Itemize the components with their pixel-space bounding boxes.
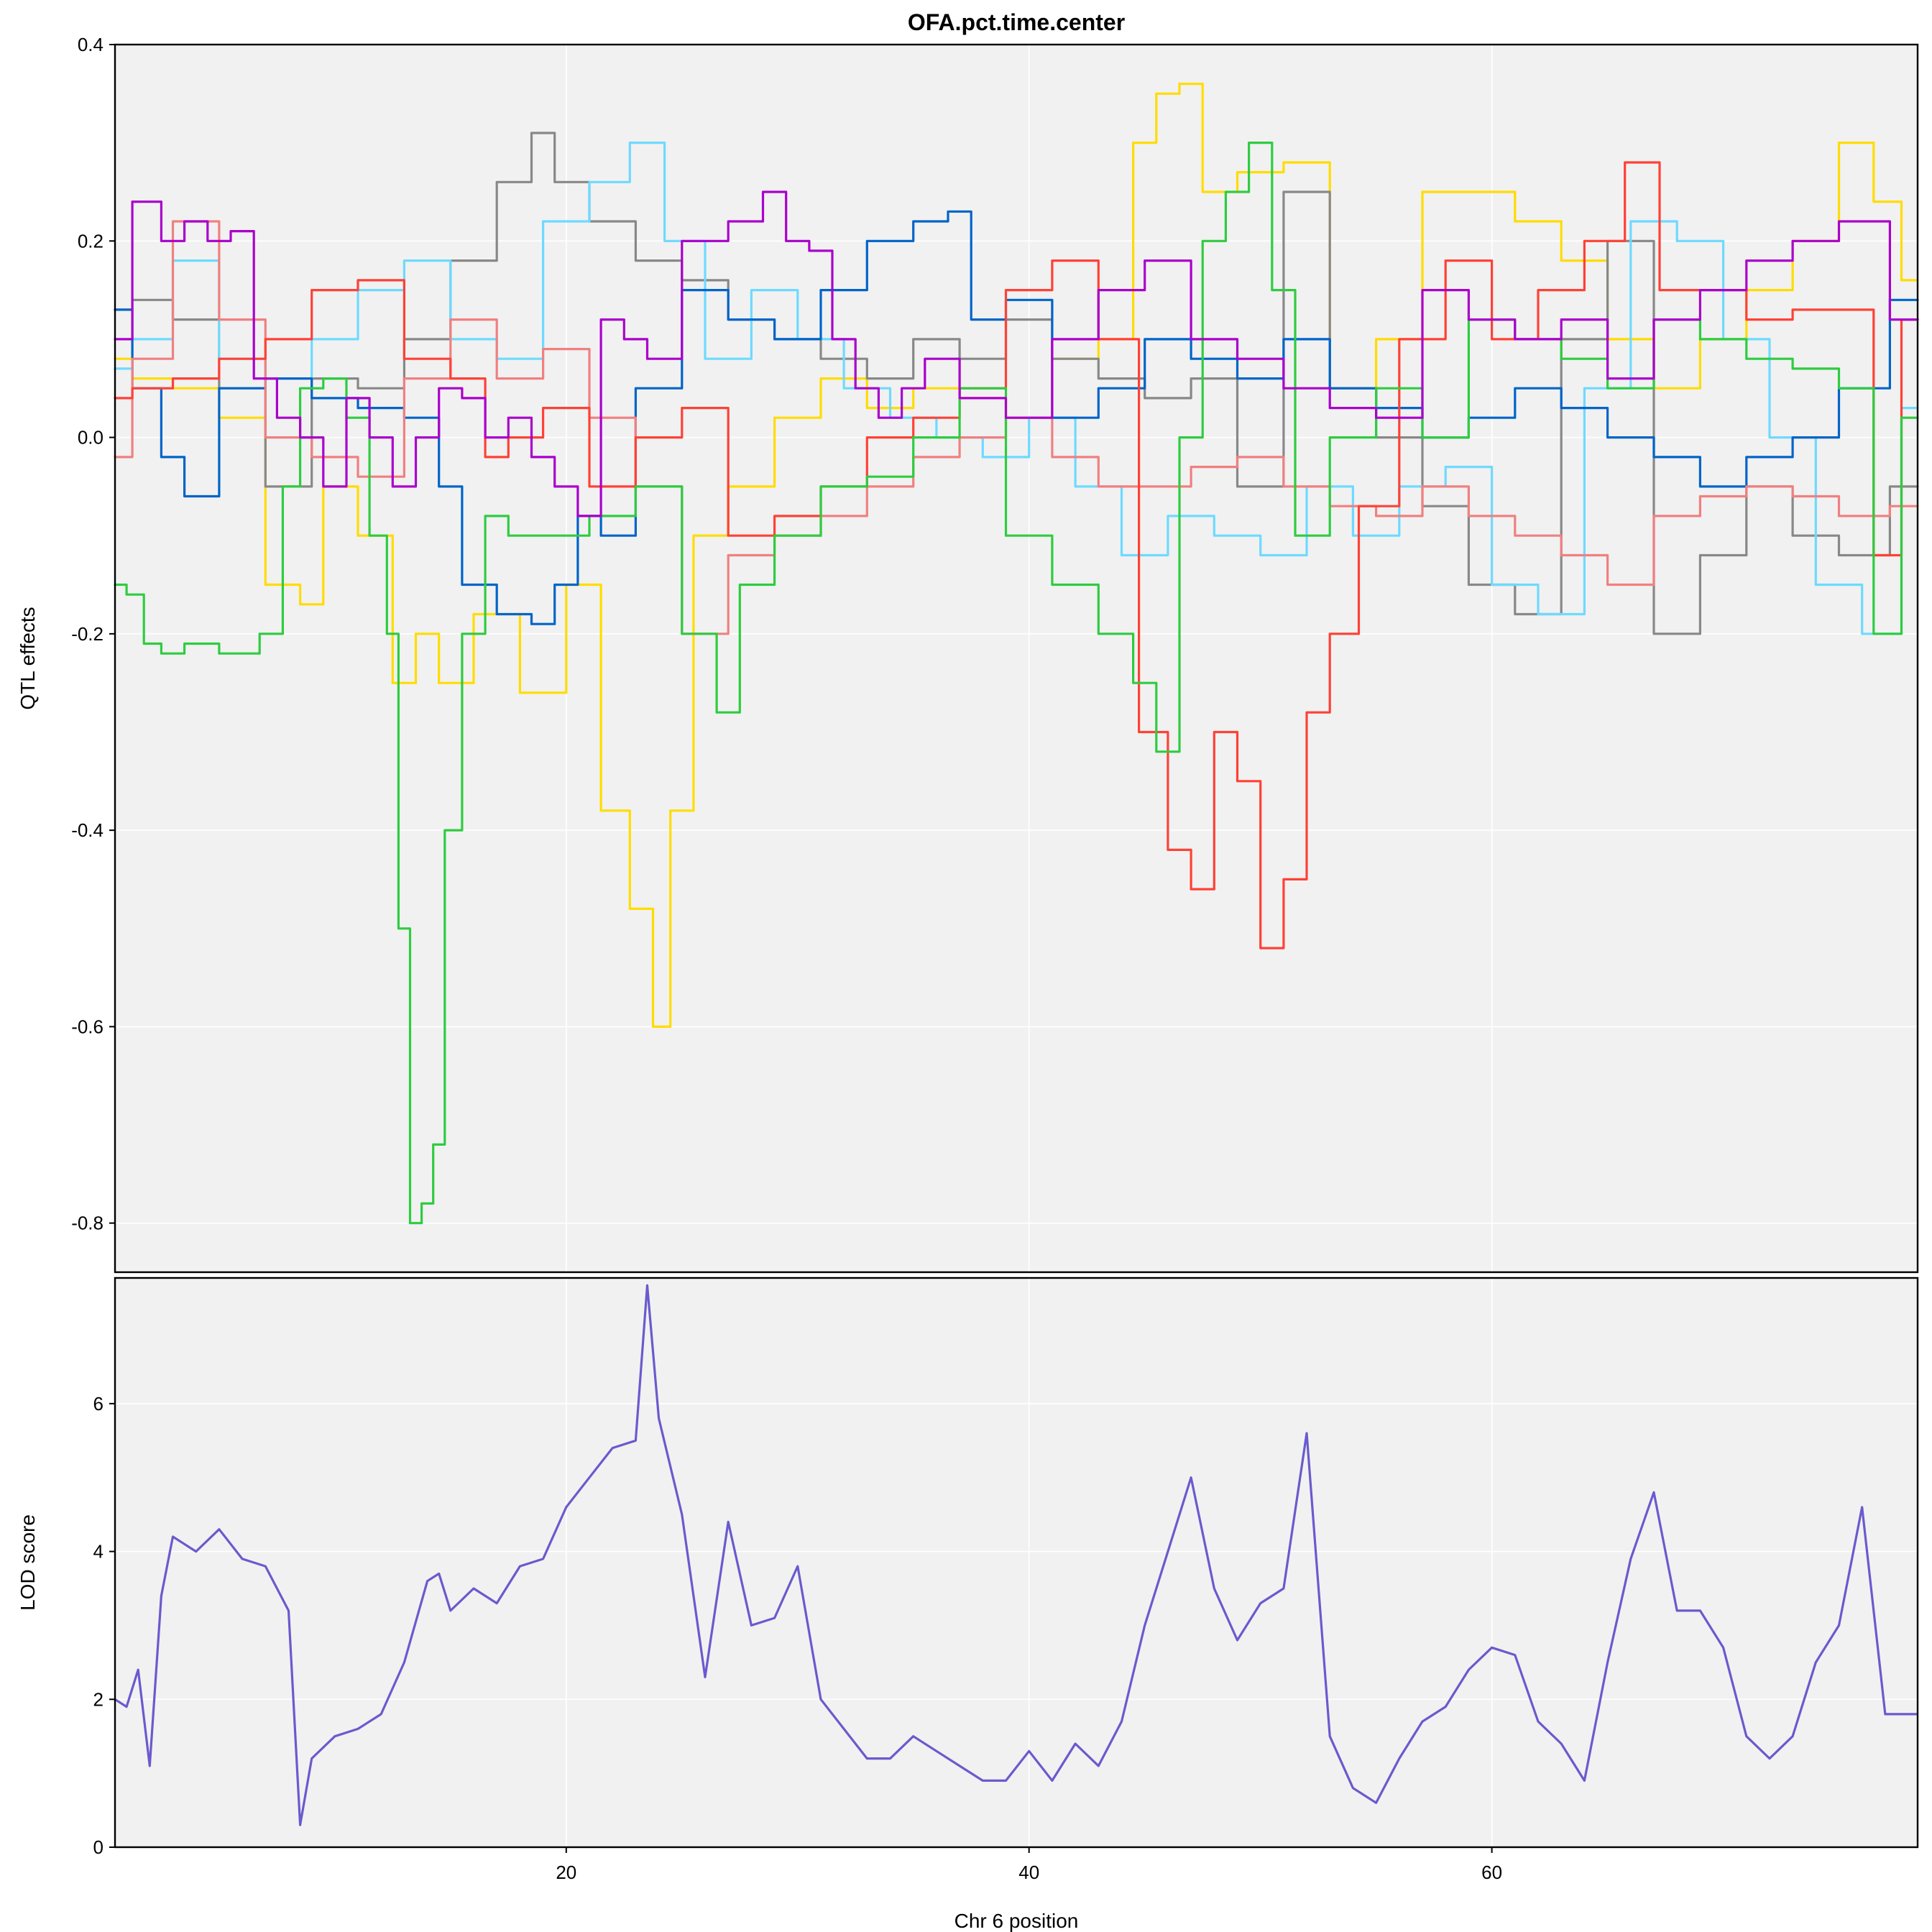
qtl-effects-plot-background bbox=[115, 45, 1918, 1272]
lod-ytick-label: 4 bbox=[93, 1541, 104, 1563]
qtl-effects-series-group bbox=[114, 83, 1919, 1225]
x-tick-label: 20 bbox=[556, 1862, 576, 1883]
lod-y-ticks: 0 2 4 6 bbox=[93, 1393, 115, 1858]
x-tick-label: 60 bbox=[1481, 1862, 1502, 1883]
effect-series-line-7 bbox=[114, 190, 1919, 518]
qtl-effects-y-axis-label: QTL effects bbox=[17, 607, 39, 709]
effects-ytick-label: -0.6 bbox=[71, 1016, 104, 1037]
x-tick-label: 40 bbox=[1018, 1862, 1039, 1883]
effects-ytick-label: 0.2 bbox=[78, 230, 104, 252]
lod-plot-border bbox=[114, 1276, 1919, 1849]
chart-title: OFA.pct.time.center bbox=[908, 9, 1125, 35]
qtl-effects-panel: -0.8 -0.6 -0.4 -0.2 0.0 0.2 0.4 QTL effects bbox=[17, 34, 1919, 1274]
lod-series-line-0 bbox=[114, 1284, 1918, 1826]
effects-ytick-label: -0.2 bbox=[71, 623, 104, 645]
lod-ytick-label: 6 bbox=[93, 1393, 104, 1414]
effects-ytick-label: -0.8 bbox=[71, 1213, 104, 1234]
x-axis-label: Chr 6 position bbox=[954, 1910, 1079, 1932]
qtl-effects-y-ticks: -0.8 -0.6 -0.4 -0.2 0.0 0.2 0.4 bbox=[71, 34, 115, 1234]
lod-y-axis-label: LOD score bbox=[17, 1514, 39, 1611]
effects-ytick-label: 0.0 bbox=[78, 427, 104, 448]
lod-ytick-label: 0 bbox=[93, 1836, 104, 1858]
qtl-effects-plot-border bbox=[114, 43, 1919, 1274]
lod-plot-background bbox=[115, 1278, 1918, 1847]
lod-ytick-label: 2 bbox=[93, 1688, 104, 1710]
lod-series-group bbox=[114, 1284, 1918, 1826]
effects-ytick-label: 0.4 bbox=[78, 34, 104, 55]
x-axis-ticks: 20 40 60 bbox=[556, 1847, 1502, 1883]
lod-score-panel: 0 2 4 6 20 40 60 LOD score Chr 6 position bbox=[17, 1276, 1919, 1932]
effects-ytick-label: -0.4 bbox=[71, 819, 104, 841]
